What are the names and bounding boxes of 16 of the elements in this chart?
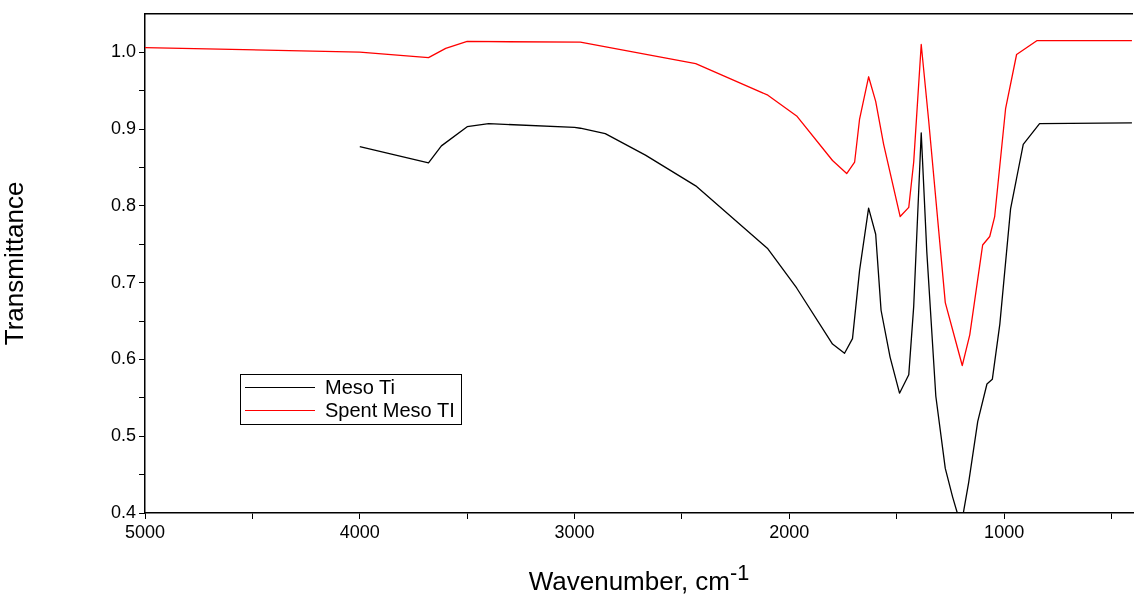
y-tick-label: 0.8 — [110, 194, 136, 215]
legend-label: Meso Ti — [325, 376, 396, 399]
y-tick-label: 0.9 — [110, 117, 136, 138]
x-tick-label: 3000 — [554, 521, 595, 542]
y-axis-title: Transmittance — [0, 181, 29, 346]
x-tick-label: 2000 — [769, 521, 810, 542]
y-tick-label: 0.6 — [110, 348, 136, 369]
x-axis-title: Wavenumber, cm$^{-1}$ — [527, 560, 751, 597]
x-tick-label: 5000 — [124, 521, 166, 542]
x-tick-label: 1000 — [984, 521, 1025, 542]
y-tick-label: 0.7 — [110, 271, 136, 292]
y-tick-label: 1.0 — [110, 41, 136, 62]
x-tick-label: 4000 — [339, 521, 380, 542]
legend-label: Spent Meso TI — [325, 399, 455, 422]
y-tick-label: 0.5 — [110, 425, 136, 446]
y-tick-label: 0.4 — [110, 501, 136, 522]
